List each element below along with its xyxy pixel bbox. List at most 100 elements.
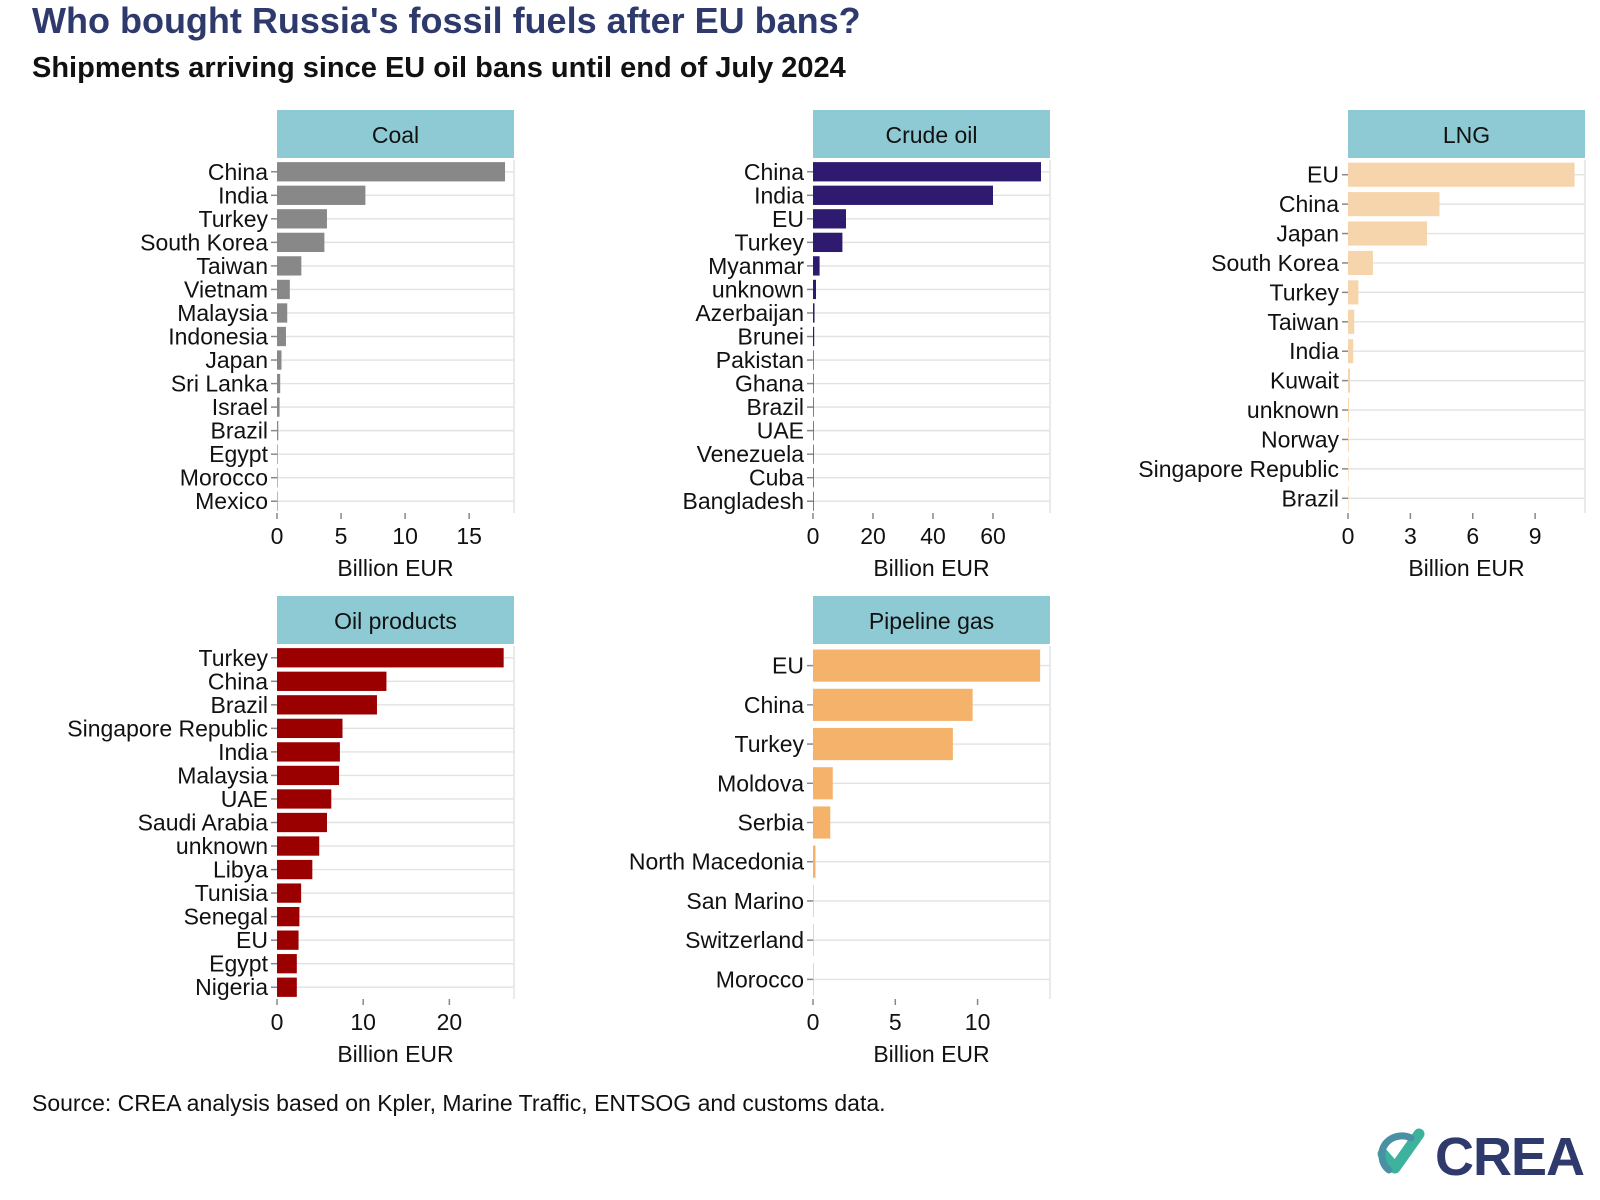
category-label: Brazil bbox=[746, 394, 804, 420]
category-label: Israel bbox=[212, 394, 268, 420]
x-tick-label: 0 bbox=[1342, 523, 1355, 549]
category-label: Taiwan bbox=[196, 253, 268, 279]
bar bbox=[277, 648, 504, 668]
category-label: Libya bbox=[213, 857, 268, 883]
bar bbox=[1348, 368, 1351, 393]
facet-strip bbox=[1348, 110, 1585, 158]
category-label: Egypt bbox=[209, 951, 268, 977]
category-label: China bbox=[208, 159, 268, 185]
x-tick-label: 10 bbox=[392, 523, 418, 549]
x-tick-label: 6 bbox=[1466, 523, 1479, 549]
bar bbox=[1348, 221, 1427, 246]
category-label: Switzerland bbox=[685, 927, 804, 953]
category-label: Indonesia bbox=[168, 324, 268, 350]
x-tick-label: 15 bbox=[456, 523, 482, 549]
bar bbox=[277, 671, 387, 691]
category-label: Vietnam bbox=[184, 276, 268, 302]
x-tick-label: 5 bbox=[889, 1009, 902, 1035]
category-label: Moldova bbox=[717, 770, 804, 796]
category-label: Serbia bbox=[738, 810, 805, 836]
category-label: Myanmar bbox=[708, 253, 804, 279]
chart-title: Who bought Russia's fossil fuels after E… bbox=[32, 0, 861, 41]
category-label: Brazil bbox=[210, 692, 268, 718]
bar bbox=[277, 209, 327, 229]
x-tick-label: 9 bbox=[1529, 523, 1542, 549]
bar bbox=[813, 350, 814, 370]
x-tick-label: 0 bbox=[807, 523, 820, 549]
category-label: Egypt bbox=[209, 441, 268, 467]
bar bbox=[813, 326, 815, 347]
bar bbox=[277, 859, 313, 880]
facet-title: Oil products bbox=[334, 608, 457, 634]
bar bbox=[813, 491, 814, 511]
bar bbox=[1348, 397, 1350, 423]
crea-logo-text: CREA bbox=[1435, 1127, 1585, 1187]
bar bbox=[277, 373, 281, 394]
bar bbox=[277, 491, 278, 511]
bar bbox=[1348, 309, 1355, 334]
x-tick-label: 20 bbox=[437, 1009, 463, 1035]
bar bbox=[277, 444, 278, 464]
bar bbox=[277, 279, 290, 300]
category-label: Saudi Arabia bbox=[138, 810, 269, 836]
bar bbox=[277, 256, 302, 276]
category-label: Turkey bbox=[199, 206, 269, 232]
category-label: unknown bbox=[712, 276, 804, 302]
x-axis-label: Billion EUR bbox=[1408, 555, 1524, 581]
bar bbox=[813, 845, 816, 878]
facet-strip bbox=[277, 596, 514, 644]
bar bbox=[813, 468, 814, 488]
bar bbox=[277, 303, 288, 323]
bar bbox=[1348, 280, 1359, 305]
bar bbox=[1348, 162, 1575, 187]
facet-panel: Pipeline gas EU China Turkey Moldova Serbia No… bbox=[629, 596, 1051, 1067]
bar bbox=[813, 209, 846, 229]
category-label: EU bbox=[772, 653, 804, 679]
bar bbox=[277, 468, 278, 488]
category-label: Turkey bbox=[199, 645, 269, 671]
bar bbox=[277, 397, 280, 417]
chart-subtitle: Shipments arriving since EU oil bans unt… bbox=[32, 52, 846, 84]
bar bbox=[813, 420, 814, 441]
category-label: unknown bbox=[176, 833, 268, 859]
category-label: Mexico bbox=[195, 488, 268, 514]
bar bbox=[277, 765, 340, 786]
category-label: Morocco bbox=[716, 966, 804, 992]
category-label: India bbox=[218, 182, 268, 208]
x-tick-label: 20 bbox=[860, 523, 886, 549]
bar bbox=[813, 303, 815, 323]
bar bbox=[277, 185, 366, 205]
bar bbox=[277, 695, 377, 715]
crea-logo-mark-icon bbox=[1377, 1128, 1425, 1174]
bar bbox=[813, 884, 814, 918]
category-label: Tunisia bbox=[195, 880, 268, 906]
bar bbox=[277, 162, 506, 182]
category-label: Pakistan bbox=[716, 347, 804, 373]
category-label: EU bbox=[1307, 162, 1339, 188]
category-label: San Marino bbox=[686, 888, 804, 914]
bar bbox=[1348, 250, 1373, 276]
bar bbox=[277, 789, 332, 809]
category-label: Ghana bbox=[735, 371, 804, 397]
bar bbox=[277, 232, 325, 253]
category-label: Taiwan bbox=[1267, 309, 1339, 335]
x-tick-label: 0 bbox=[271, 1009, 284, 1035]
bar bbox=[277, 836, 320, 856]
bar bbox=[277, 954, 297, 974]
category-label: Morocco bbox=[180, 465, 268, 491]
facet-strip bbox=[813, 596, 1050, 644]
x-axis-label: Billion EUR bbox=[873, 1041, 989, 1067]
bar bbox=[813, 767, 833, 800]
category-label: Kuwait bbox=[1270, 368, 1340, 394]
category-label: South Korea bbox=[140, 229, 268, 255]
category-label: Japan bbox=[1276, 221, 1339, 247]
x-tick-label: 40 bbox=[920, 523, 946, 549]
category-label: India bbox=[1289, 338, 1339, 364]
bar bbox=[813, 232, 843, 253]
category-label: China bbox=[744, 159, 804, 185]
x-tick-label: 0 bbox=[807, 1009, 820, 1035]
bar bbox=[813, 162, 1041, 182]
